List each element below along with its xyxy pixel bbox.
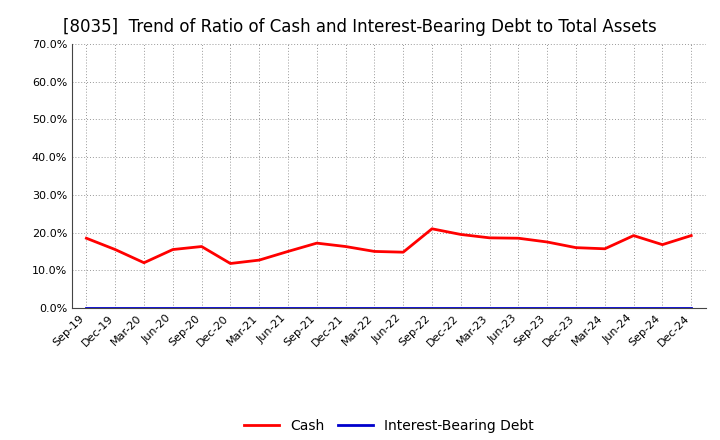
Cash [284,249,292,254]
Interest-Bearing Debt [111,305,120,310]
Interest-Bearing Debt [197,305,206,310]
Cash [82,235,91,241]
Cash [428,226,436,231]
Line: Cash: Cash [86,229,691,264]
Interest-Bearing Debt [312,305,321,310]
Cash [370,249,379,254]
Cash [572,245,580,250]
Interest-Bearing Debt [399,305,408,310]
Cash [197,244,206,249]
Interest-Bearing Debt [226,305,235,310]
Interest-Bearing Debt [485,305,494,310]
Cash [485,235,494,241]
Cash [456,232,465,237]
Interest-Bearing Debt [600,305,609,310]
Interest-Bearing Debt [370,305,379,310]
Cash [312,241,321,246]
Interest-Bearing Debt [572,305,580,310]
Interest-Bearing Debt [428,305,436,310]
Cash [111,247,120,252]
Cash [226,261,235,266]
Interest-Bearing Debt [168,305,177,310]
Text: [8035]  Trend of Ratio of Cash and Interest-Bearing Debt to Total Assets: [8035] Trend of Ratio of Cash and Intere… [63,18,657,36]
Cash [514,235,523,241]
Interest-Bearing Debt [543,305,552,310]
Cash [687,233,696,238]
Interest-Bearing Debt [514,305,523,310]
Cash [140,260,148,265]
Interest-Bearing Debt [629,305,638,310]
Interest-Bearing Debt [658,305,667,310]
Legend: Cash, Interest-Bearing Debt: Cash, Interest-Bearing Debt [238,413,539,438]
Interest-Bearing Debt [687,305,696,310]
Interest-Bearing Debt [255,305,264,310]
Interest-Bearing Debt [284,305,292,310]
Interest-Bearing Debt [341,305,350,310]
Cash [168,247,177,252]
Interest-Bearing Debt [140,305,148,310]
Cash [658,242,667,247]
Cash [399,249,408,255]
Cash [629,233,638,238]
Cash [600,246,609,251]
Cash [255,257,264,263]
Cash [543,239,552,245]
Interest-Bearing Debt [82,305,91,310]
Cash [341,244,350,249]
Interest-Bearing Debt [456,305,465,310]
